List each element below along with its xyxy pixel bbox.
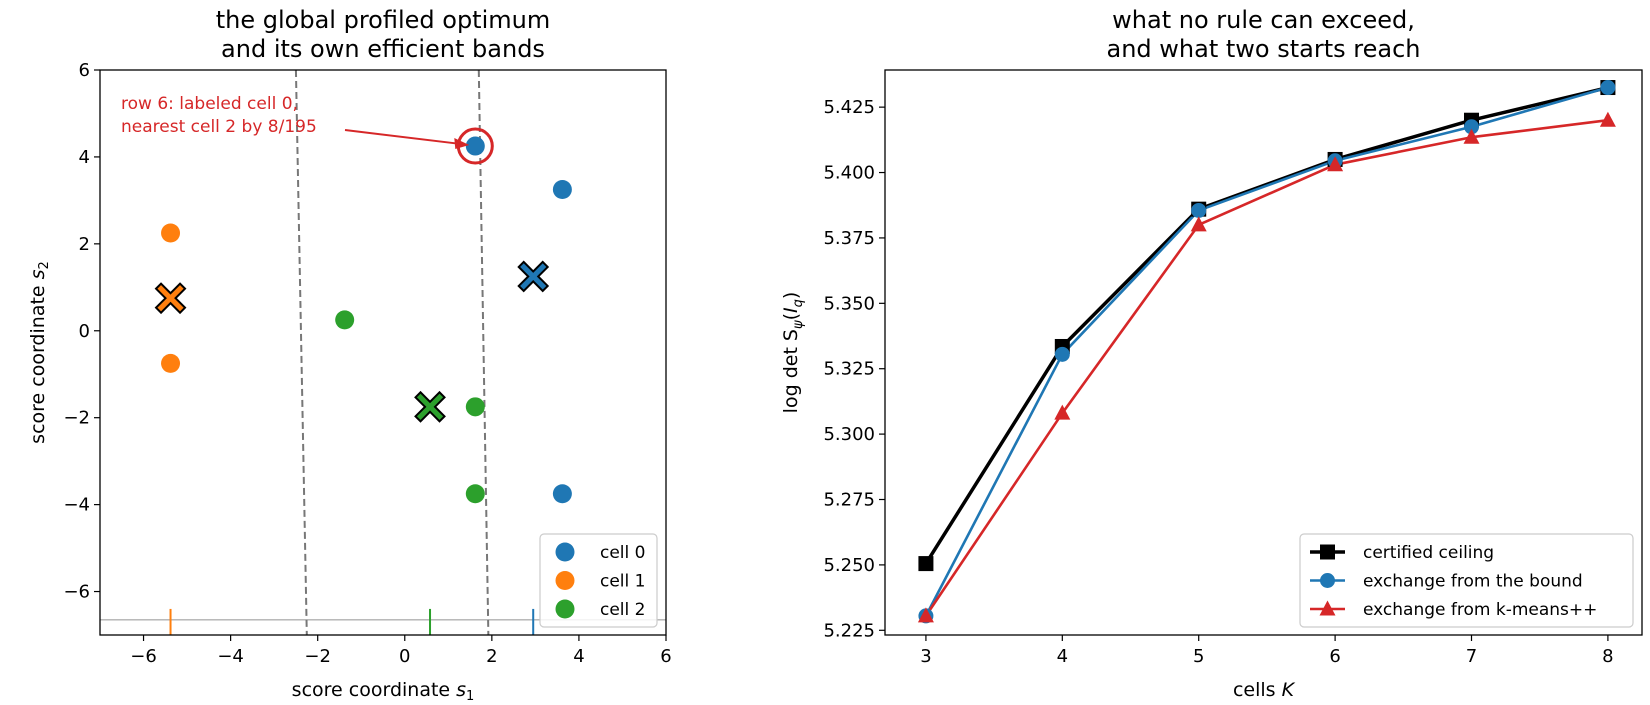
- right-xtick-label-5: 8: [1602, 646, 1613, 667]
- left-xtick-label-5: 4: [573, 646, 584, 667]
- series-1-point-2: [1191, 202, 1207, 218]
- centroid-cell-1: [154, 282, 187, 315]
- point-cell1-1: [161, 353, 181, 373]
- series-1-point-4: [1464, 119, 1480, 135]
- right-panel-line: 3 4 5 6 7 8 5.225 5.250 5.275 5.300 5.325 5.350 5.37…: [780, 6, 1643, 701]
- right-xtick-label-4: 7: [1466, 646, 1477, 667]
- series-line-1: [924, 86, 1609, 617]
- legend-label-cell-1: cell 1: [600, 572, 645, 592]
- left-ytick-label-1: −4: [63, 495, 90, 516]
- annotation-line-1: row 6: labeled cell 0,: [121, 94, 298, 114]
- left-ytick-label-0: −6: [63, 582, 90, 603]
- centroid-cell-2: [414, 390, 446, 423]
- legend-marker-cell-2: [555, 599, 575, 619]
- right-ytick-label-8: 5.425: [823, 97, 875, 118]
- right-ytick-label-7: 5.400: [823, 163, 875, 184]
- left-panel-scatter: row 6: labeled cell 0, nearest cell 2 by …: [27, 6, 672, 704]
- right-ytick-label-1: 5.250: [823, 555, 875, 576]
- left-xtick-label-0: −6: [130, 646, 157, 667]
- band-boundary-1: [477, 69, 490, 636]
- right-ytick-label-4: 5.325: [823, 359, 875, 380]
- point-cell2-1: [465, 397, 485, 417]
- annotation-line-2: nearest cell 2 by 8/195: [121, 117, 317, 137]
- series-1-point-5: [1600, 80, 1616, 96]
- series-0-point-0: [918, 556, 934, 572]
- right-ylabel: log det Sψ(Iq): [780, 292, 806, 414]
- right-xlabel: cells K: [1233, 679, 1296, 701]
- right-ytick-label-6: 5.375: [823, 228, 875, 249]
- legend-marker-1: [1320, 573, 1335, 588]
- right-title-line-2: and what two starts reach: [1107, 35, 1421, 63]
- right-legend: [1299, 533, 1634, 628]
- left-ytick-label-4: 2: [79, 234, 90, 255]
- left-title-line-1: the global profiled optimum: [216, 6, 550, 34]
- point-cell0-0: [465, 136, 485, 156]
- right-ytick-label-0: 5.225: [823, 620, 875, 641]
- left-ytick-label-2: −2: [63, 408, 90, 429]
- centroid-cell-0: [517, 260, 550, 293]
- point-cell2-0: [335, 310, 355, 330]
- left-xtick-label-4: 2: [486, 646, 497, 667]
- right-xtick-label-0: 3: [920, 646, 931, 667]
- legend-label-cell-2: cell 2: [600, 600, 645, 620]
- legend-marker-0: [1320, 544, 1335, 560]
- left-title-line-2: and its own efficient bands: [221, 35, 545, 63]
- right-xtick-label-1: 4: [1057, 646, 1068, 667]
- right-xtick-label-3: 6: [1329, 646, 1340, 667]
- series-2-point-2: [1190, 216, 1207, 232]
- series-2-point-4: [1463, 128, 1480, 144]
- right-ytick-label-2: 5.275: [823, 490, 875, 511]
- series-2-point-5: [1599, 111, 1616, 127]
- legend-label-1: exchange from the bound: [1363, 572, 1583, 592]
- right-title-line-1: what no rule can exceed,: [1112, 6, 1415, 34]
- series-1-point-1: [1054, 346, 1070, 362]
- left-xtick-label-6: 6: [660, 646, 671, 667]
- right-ytick-label-3: 5.300: [823, 424, 875, 445]
- legend-marker-2: [1319, 600, 1336, 616]
- left-ytick-label-3: 0: [79, 321, 90, 342]
- point-cell1-0: [161, 223, 181, 243]
- point-cell0-2: [552, 484, 572, 504]
- point-cell2-2: [465, 484, 485, 504]
- series-2-point-0: [917, 607, 934, 623]
- point-cell0-1: [552, 180, 572, 200]
- left-xlabel: score coordinate s1: [292, 679, 475, 704]
- left-ytick-label-6: 6: [79, 60, 90, 81]
- legend-marker-cell-0: [555, 542, 575, 562]
- legend-label-cell-0: cell 0: [600, 543, 645, 563]
- legend-label-0: certified ceiling: [1363, 543, 1494, 563]
- left-xtick-label-2: −2: [304, 646, 331, 667]
- series-2-point-3: [1327, 156, 1344, 172]
- band-boundary-0: [294, 69, 308, 636]
- legend-label-2: exchange from k-means++: [1363, 600, 1597, 620]
- left-axes-frame: [99, 69, 667, 636]
- left-xtick-label-1: −4: [217, 646, 244, 667]
- annotation-arrowhead: [454, 138, 470, 150]
- left-xtick-label-3: 0: [399, 646, 410, 667]
- left-ylabel: score coordinate s2: [27, 261, 52, 444]
- legend-marker-cell-1: [555, 571, 575, 590]
- series-2-point-1: [1054, 404, 1071, 420]
- right-ytick-label-5: 5.350: [823, 293, 875, 314]
- right-xtick-label-2: 5: [1193, 646, 1204, 667]
- series-line-2: [924, 118, 1609, 617]
- left-ytick-label-5: 4: [79, 147, 90, 168]
- annotation-arrow: [344, 129, 458, 145]
- right-axes-frame: [884, 69, 1643, 636]
